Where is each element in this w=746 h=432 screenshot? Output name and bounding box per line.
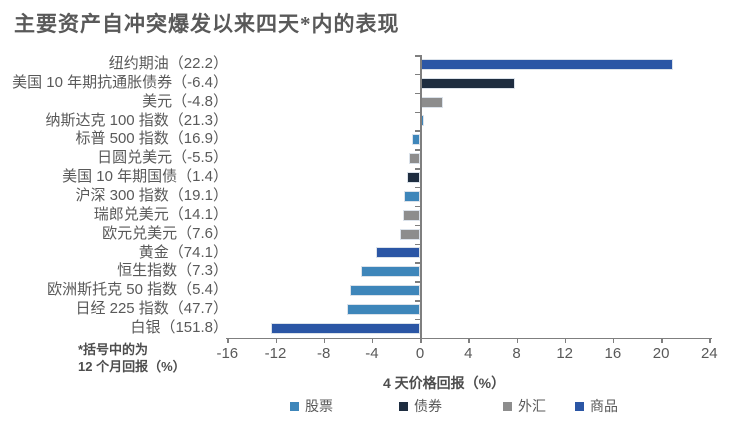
x-axis-tick [709,337,711,343]
category-label: 日经 225 指数（47.7） [75,300,228,318]
bar-commodities [420,58,674,70]
x-axis-tick-label: 0 [415,344,425,362]
row-divider-tick [415,130,421,132]
bar-stocks [404,190,421,202]
x-axis-tick-label: 16 [604,344,622,362]
x-axis-tick [420,337,422,343]
zero-axis-line [420,55,422,338]
category-label: 日圆兑美元（-5.5） [97,149,228,167]
x-axis-tick [516,337,518,343]
x-axis-label: 4 天价格回报（%） [383,375,506,391]
x-axis-tick [612,337,615,343]
row-divider-tick [415,300,421,302]
row-divider-tick [415,262,421,264]
category-label: 欧元兑美元（7.6） [102,224,228,242]
bar-stocks [346,303,421,315]
x-axis-tick [227,337,229,343]
row-divider-tick [415,318,421,321]
x-axis-tick [468,337,470,343]
bar-commodities [375,247,421,259]
row-divider-tick [415,186,421,189]
category-label: 恒生指数（7.3） [117,262,228,280]
row-divider-tick [415,168,421,170]
legend-swatch-fx [503,401,512,411]
category-label: 沪深 300 指数（19.1） [75,186,228,204]
legend-item-stocks: 股票 [290,398,333,414]
category-label: 纽约期油（22.2） [108,55,228,72]
x-axis-tick-label: 12 [556,344,574,362]
category-label: 美国 10 年期国债（1.4） [62,168,228,186]
x-axis-tick-label: 20 [652,344,670,362]
bar-fx [409,153,421,165]
bar-bonds [406,172,421,184]
row-divider-tick [415,73,421,76]
legend-label-stocks: 股票 [305,398,333,414]
category-label: 欧洲斯托克 50 指数（5.4） [47,281,228,299]
x-axis-tick-label: -4 [365,344,379,362]
footnote-line2: 12 个月回报（%） [78,358,186,374]
legend-item-bonds: 债券 [399,398,442,414]
legend-swatch-bonds [399,401,408,411]
category-label: 美国 10 年期抗通胀债券（-6.4） [12,73,228,91]
x-axis-tick-label: 4 [464,344,473,362]
legend-item-commodities: 商品 [575,398,618,414]
legend-swatch-stocks [290,401,299,411]
row-divider-tick [415,55,421,57]
row-divider-tick [415,205,421,208]
x-axis-tick-label: 8 [512,344,521,362]
row-divider-tick [415,224,421,227]
x-axis-tick-label: -8 [317,344,331,362]
x-axis-tick [661,337,663,343]
category-label: 美元（-4.8） [142,92,228,110]
bar-stocks [350,285,421,297]
chart-title: 主要资产自冲突爆发以来四天*内的表现 [14,12,400,36]
bar-commodities [270,322,421,334]
bar-bonds [420,77,516,89]
footnote: *括号中的为 12 个月回报（%） [78,342,186,375]
category-label: 白银（151.8） [130,318,228,336]
row-divider-tick [415,243,421,245]
x-axis-tick-label: 24 [700,344,718,362]
category-label: 纳斯达克 100 指数（21.3） [45,111,228,129]
legend-label-fx: 外汇 [518,398,546,414]
category-label: 黄金（74.1） [138,243,228,261]
bar-stocks [361,266,421,278]
bar-fx [403,209,421,221]
legend-label-bonds: 债券 [414,398,442,414]
category-label: 瑞郎兑美元（14.1） [93,205,228,223]
bar-stocks [411,134,421,146]
legend-item-fx: 外汇 [503,398,546,414]
row-divider-tick [415,111,421,114]
legend-swatch-commodities [575,401,584,411]
bar-fx [399,228,421,240]
footnote-line1: *括号中的为 [78,342,149,357]
x-axis-tick-label: -12 [264,344,287,362]
legend-label-commodities: 商品 [590,398,618,414]
x-axis-tick [275,337,277,343]
category-label: 标普 500 指数（16.9） [75,130,228,148]
x-axis-tick [323,337,326,343]
row-divider-tick [415,92,421,95]
x-axis-tick [564,337,567,343]
bar-fx [420,96,443,108]
row-divider-tick [415,281,421,283]
x-axis-tick-label: -16 [216,344,239,362]
x-axis-tick [371,337,374,343]
row-divider-tick [415,149,421,151]
